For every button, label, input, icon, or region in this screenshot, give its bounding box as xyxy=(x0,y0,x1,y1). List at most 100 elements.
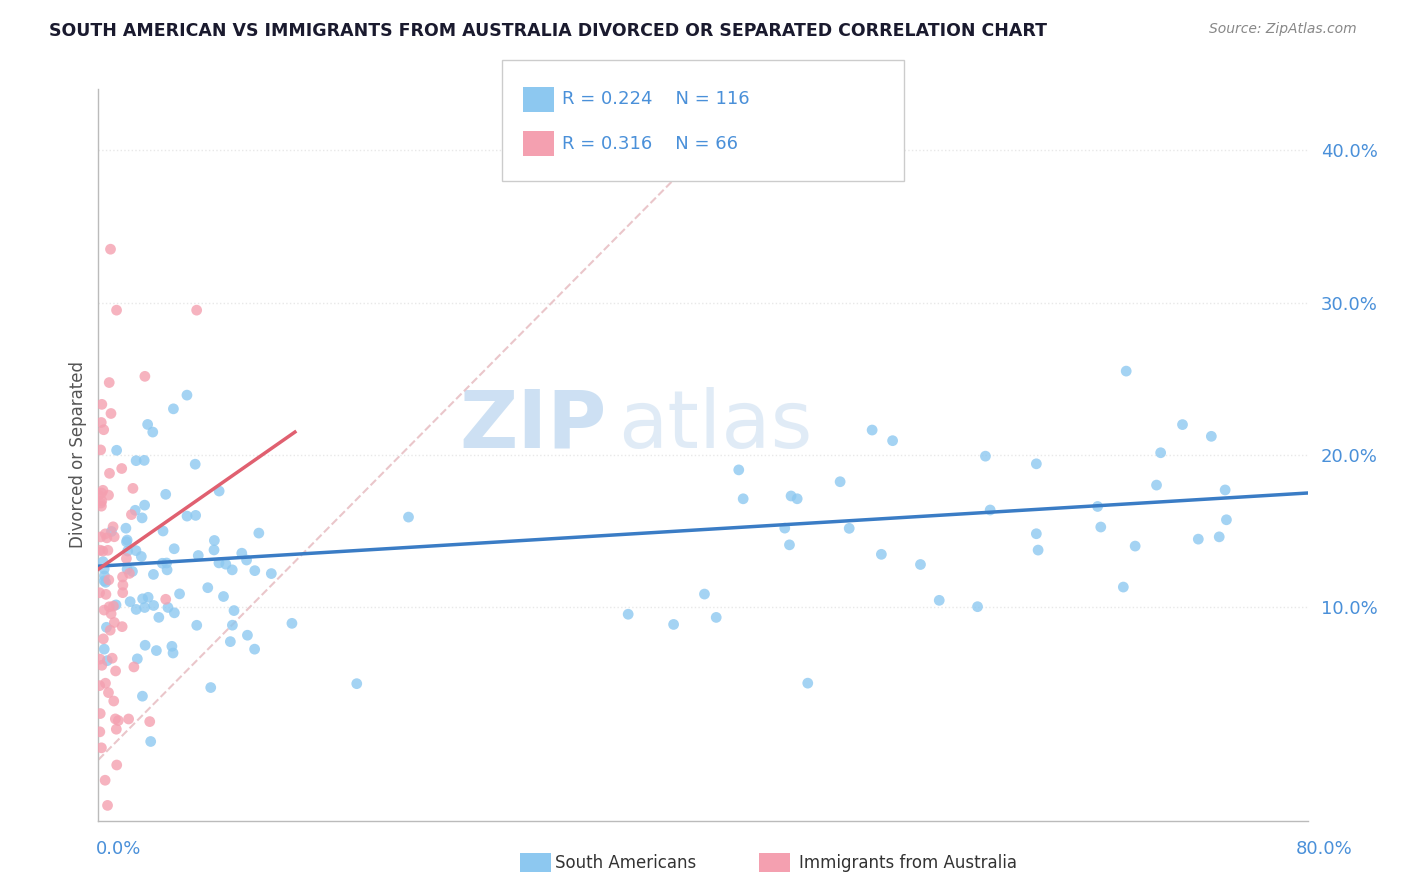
Point xyxy=(96,531,118,545)
Point xyxy=(103,694,125,708)
Point xyxy=(89,706,111,721)
Point xyxy=(186,303,208,318)
Point xyxy=(398,510,420,524)
Point xyxy=(773,521,796,535)
Point xyxy=(243,642,266,657)
Point xyxy=(103,530,125,544)
Point xyxy=(90,530,112,544)
Point xyxy=(115,562,138,576)
Point xyxy=(90,397,112,411)
Point xyxy=(200,681,222,695)
Point xyxy=(1115,364,1137,378)
Point xyxy=(1146,478,1168,492)
Point xyxy=(115,521,138,535)
Point xyxy=(202,533,225,548)
Point xyxy=(197,581,219,595)
Point xyxy=(727,463,749,477)
Point xyxy=(187,549,209,563)
Point xyxy=(1123,539,1146,553)
Point xyxy=(90,486,112,500)
Point xyxy=(111,570,134,584)
Point xyxy=(139,734,162,748)
Point xyxy=(125,453,148,467)
Point xyxy=(87,488,110,502)
Point xyxy=(100,524,122,539)
Y-axis label: Divorced or Separated: Divorced or Separated xyxy=(69,361,87,549)
Point xyxy=(105,758,128,772)
Point xyxy=(235,553,257,567)
Point xyxy=(786,491,808,506)
Point xyxy=(134,498,156,512)
Point xyxy=(163,541,186,556)
Point xyxy=(97,543,120,558)
Point xyxy=(1150,446,1173,460)
Point xyxy=(93,574,115,588)
Point xyxy=(111,461,134,475)
Point xyxy=(105,723,128,737)
Point xyxy=(236,628,259,642)
Point xyxy=(131,511,153,525)
Point xyxy=(131,549,153,564)
Point xyxy=(134,600,156,615)
Point xyxy=(105,598,128,612)
Point xyxy=(830,475,852,489)
Point xyxy=(98,624,121,638)
Point xyxy=(93,603,115,617)
Point xyxy=(142,567,165,582)
Point xyxy=(169,587,191,601)
Point xyxy=(97,488,120,502)
Point xyxy=(231,546,253,560)
Text: SOUTH AMERICAN VS IMMIGRANTS FROM AUSTRALIA DIVORCED OR SEPARATED CORRELATION CH: SOUTH AMERICAN VS IMMIGRANTS FROM AUSTRA… xyxy=(49,22,1047,40)
Point xyxy=(142,599,165,613)
Point xyxy=(94,587,117,601)
Point xyxy=(966,599,988,614)
Text: R = 0.224    N = 116: R = 0.224 N = 116 xyxy=(562,90,749,108)
Point xyxy=(208,556,231,570)
Point xyxy=(155,592,177,607)
Point xyxy=(870,547,893,561)
Point xyxy=(111,620,134,634)
Point xyxy=(1112,580,1135,594)
Point xyxy=(93,562,115,576)
Point xyxy=(215,558,238,572)
Point xyxy=(1025,526,1047,541)
Point xyxy=(111,585,134,599)
Point xyxy=(346,676,368,690)
Point xyxy=(1213,483,1236,497)
Point xyxy=(617,607,640,622)
Point xyxy=(115,533,138,547)
Point xyxy=(1171,417,1194,432)
Point xyxy=(212,590,235,604)
Point xyxy=(96,798,118,813)
Point xyxy=(163,606,186,620)
Point xyxy=(150,556,173,570)
Point xyxy=(134,369,156,384)
Point xyxy=(122,481,145,495)
Point xyxy=(145,643,167,657)
Point xyxy=(117,544,139,558)
Point xyxy=(184,508,207,523)
Text: 0.0%: 0.0% xyxy=(96,840,141,858)
Point xyxy=(125,543,148,558)
Point xyxy=(97,573,120,587)
Point xyxy=(98,376,121,390)
Point xyxy=(838,521,860,535)
Point xyxy=(91,555,114,569)
Point xyxy=(155,556,177,570)
Point xyxy=(138,714,160,729)
Point xyxy=(89,543,111,558)
Point xyxy=(184,457,207,471)
Point xyxy=(1201,429,1223,443)
Point xyxy=(103,599,125,613)
Point xyxy=(186,618,208,632)
Text: ZIP: ZIP xyxy=(458,386,606,465)
Point xyxy=(100,242,122,256)
Point xyxy=(117,712,139,726)
Point xyxy=(111,578,134,592)
Point xyxy=(104,664,127,678)
Point xyxy=(1215,513,1237,527)
Point xyxy=(131,591,153,606)
Point xyxy=(101,520,124,534)
Point xyxy=(90,496,112,510)
Point xyxy=(115,551,138,566)
